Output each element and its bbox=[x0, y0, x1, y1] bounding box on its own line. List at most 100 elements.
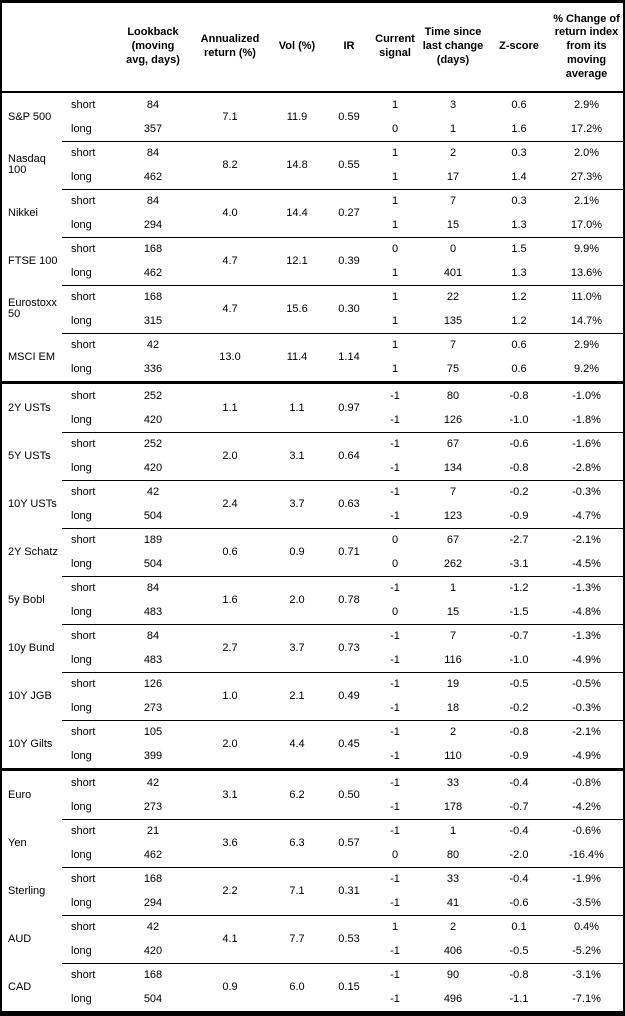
pct-change-value: -3.5% bbox=[572, 896, 601, 909]
time-since-change-value: 33 bbox=[446, 776, 460, 789]
time-since-change-value: 262 bbox=[443, 557, 463, 570]
zscore-value: -0.2 bbox=[509, 701, 529, 714]
zscore-value: -0.4 bbox=[509, 824, 529, 837]
asset-group: 10Y Gilts short 105 -1 2 -0.8 -2.1% long 399 -1 11… bbox=[2, 720, 623, 768]
time-since-change-value: 0 bbox=[449, 242, 457, 255]
current-signal-value: -1 bbox=[390, 944, 400, 957]
time-since-change-value: 41 bbox=[446, 896, 460, 909]
pct-change-value: -4.9% bbox=[572, 653, 601, 666]
leg-label-long: long bbox=[71, 653, 92, 666]
time-since-change-value: 123 bbox=[443, 509, 463, 522]
leg-label-long: long bbox=[71, 413, 92, 426]
annualized-return-value: 1.1 bbox=[222, 401, 238, 414]
pct-change-value: -16.4% bbox=[569, 848, 604, 861]
vol-value: 11.9 bbox=[286, 110, 308, 123]
time-since-change-value: 80 bbox=[446, 848, 460, 861]
leg-label-short: short bbox=[71, 485, 96, 498]
leg-label-short: short bbox=[71, 194, 96, 207]
zscore-value: 1.2 bbox=[511, 290, 527, 303]
asset-name: MSCI EM bbox=[8, 350, 56, 363]
lookback-value: 462 bbox=[143, 266, 163, 279]
current-signal-value: -1 bbox=[390, 461, 400, 474]
annualized-return-value: 0.9 bbox=[222, 980, 238, 993]
ir-value: 0.55 bbox=[338, 158, 360, 171]
ir-value: 0.27 bbox=[338, 206, 360, 219]
zscore-value: -2.7 bbox=[509, 533, 529, 546]
asset-name: 5y Bobl bbox=[8, 593, 45, 606]
vol-value: 2.0 bbox=[289, 593, 305, 606]
leg-label-short: short bbox=[71, 872, 96, 885]
pct-change-value: -4.8% bbox=[572, 605, 601, 618]
pct-change-value: -1.3% bbox=[572, 629, 601, 642]
asset-name: Eurostoxx 50 bbox=[8, 297, 57, 320]
lookback-value: 84 bbox=[146, 146, 160, 159]
asset-name: FTSE 100 bbox=[8, 254, 58, 267]
zscore-value: -0.5 bbox=[509, 944, 529, 957]
current-signal-value: 1 bbox=[391, 146, 399, 159]
lookback-value: 462 bbox=[143, 848, 163, 861]
asset-name: Euro bbox=[8, 788, 32, 801]
lookback-value: 462 bbox=[143, 170, 163, 183]
lookback-value: 168 bbox=[143, 290, 163, 303]
ir-value: 0.59 bbox=[338, 110, 360, 123]
lookback-value: 483 bbox=[143, 653, 163, 666]
time-since-change-value: 116 bbox=[444, 653, 462, 666]
vol-value: 6.0 bbox=[289, 980, 305, 993]
col-header-vol: Vol (%) bbox=[278, 40, 316, 53]
zscore-value: 1.3 bbox=[511, 266, 527, 279]
current-signal-value: 1 bbox=[391, 218, 399, 231]
leg-label-short: short bbox=[71, 98, 96, 111]
time-since-change-value: 17 bbox=[446, 170, 460, 183]
annualized-return-value: 2.7 bbox=[222, 641, 238, 654]
current-signal-value: -1 bbox=[390, 653, 400, 666]
annualized-return-value: 8.2 bbox=[222, 158, 238, 171]
time-since-change-value: 80 bbox=[446, 389, 460, 402]
annualized-return-value: 4.7 bbox=[222, 302, 238, 315]
asset-name: 10Y Gilts bbox=[8, 737, 53, 750]
zscore-value: -1.5 bbox=[509, 605, 529, 618]
pct-change-value: -0.3% bbox=[572, 485, 601, 498]
time-since-change-value: 2 bbox=[449, 920, 457, 933]
zscore-value: -1.1 bbox=[509, 992, 529, 1005]
pct-change-value: -1.0% bbox=[572, 389, 601, 402]
pct-change-value: -4.7% bbox=[572, 509, 601, 522]
time-since-change-value: 1 bbox=[449, 824, 457, 837]
col-header-annualized-return: Annualized return (%) bbox=[200, 33, 260, 59]
current-signal-value: 0 bbox=[391, 533, 399, 546]
asset-group: 10y Bund short 84 -1 7 -0.7 -1.3% long 483 -1 116 -… bbox=[2, 624, 623, 672]
annualized-return-value: 4.7 bbox=[222, 254, 238, 267]
zscore-value: -1.0 bbox=[509, 653, 529, 666]
asset-name: Yen bbox=[8, 836, 27, 849]
ir-value: 0.63 bbox=[338, 497, 360, 510]
pct-change-value: -1.9% bbox=[572, 872, 601, 885]
pct-change-value: -1.8% bbox=[572, 413, 601, 426]
lookback-value: 504 bbox=[143, 992, 163, 1005]
pct-change-value: 9.9% bbox=[573, 242, 600, 255]
zscore-value: -0.7 bbox=[509, 629, 529, 642]
annualized-return-value: 2.0 bbox=[222, 737, 238, 750]
current-signal-value: 1 bbox=[391, 98, 399, 111]
annualized-return-value: 2.4 bbox=[222, 497, 238, 510]
time-since-change-value: 15 bbox=[446, 218, 460, 231]
leg-label-short: short bbox=[71, 533, 96, 546]
current-signal-value: -1 bbox=[390, 485, 400, 498]
current-signal-value: 0 bbox=[391, 122, 399, 135]
current-signal-value: 1 bbox=[391, 266, 399, 279]
zscore-value: 0.6 bbox=[511, 362, 527, 375]
zscore-value: -0.9 bbox=[509, 749, 529, 762]
col-header-time-since-change: Time since last change (days) bbox=[422, 26, 484, 66]
zscore-value: 1.4 bbox=[511, 170, 527, 183]
zscore-value: -3.1 bbox=[509, 557, 529, 570]
leg-label-short: short bbox=[71, 437, 96, 450]
annualized-return-value: 3.1 bbox=[222, 788, 238, 801]
asset-name: Nasdaq 100 bbox=[8, 153, 46, 176]
lookback-value: 42 bbox=[146, 920, 160, 933]
zscore-value: -2.0 bbox=[509, 848, 529, 861]
vol-value: 4.4 bbox=[289, 737, 305, 750]
time-since-change-value: 126 bbox=[443, 413, 463, 426]
asset-group: 2Y USTs short 252 -1 80 -0.8 -1.0% long 420 -1 126… bbox=[2, 381, 623, 432]
leg-label-long: long bbox=[71, 944, 92, 957]
leg-label-long: long bbox=[71, 122, 92, 135]
asset-name: Nikkei bbox=[8, 206, 38, 219]
annualized-return-value: 4.0 bbox=[222, 206, 238, 219]
